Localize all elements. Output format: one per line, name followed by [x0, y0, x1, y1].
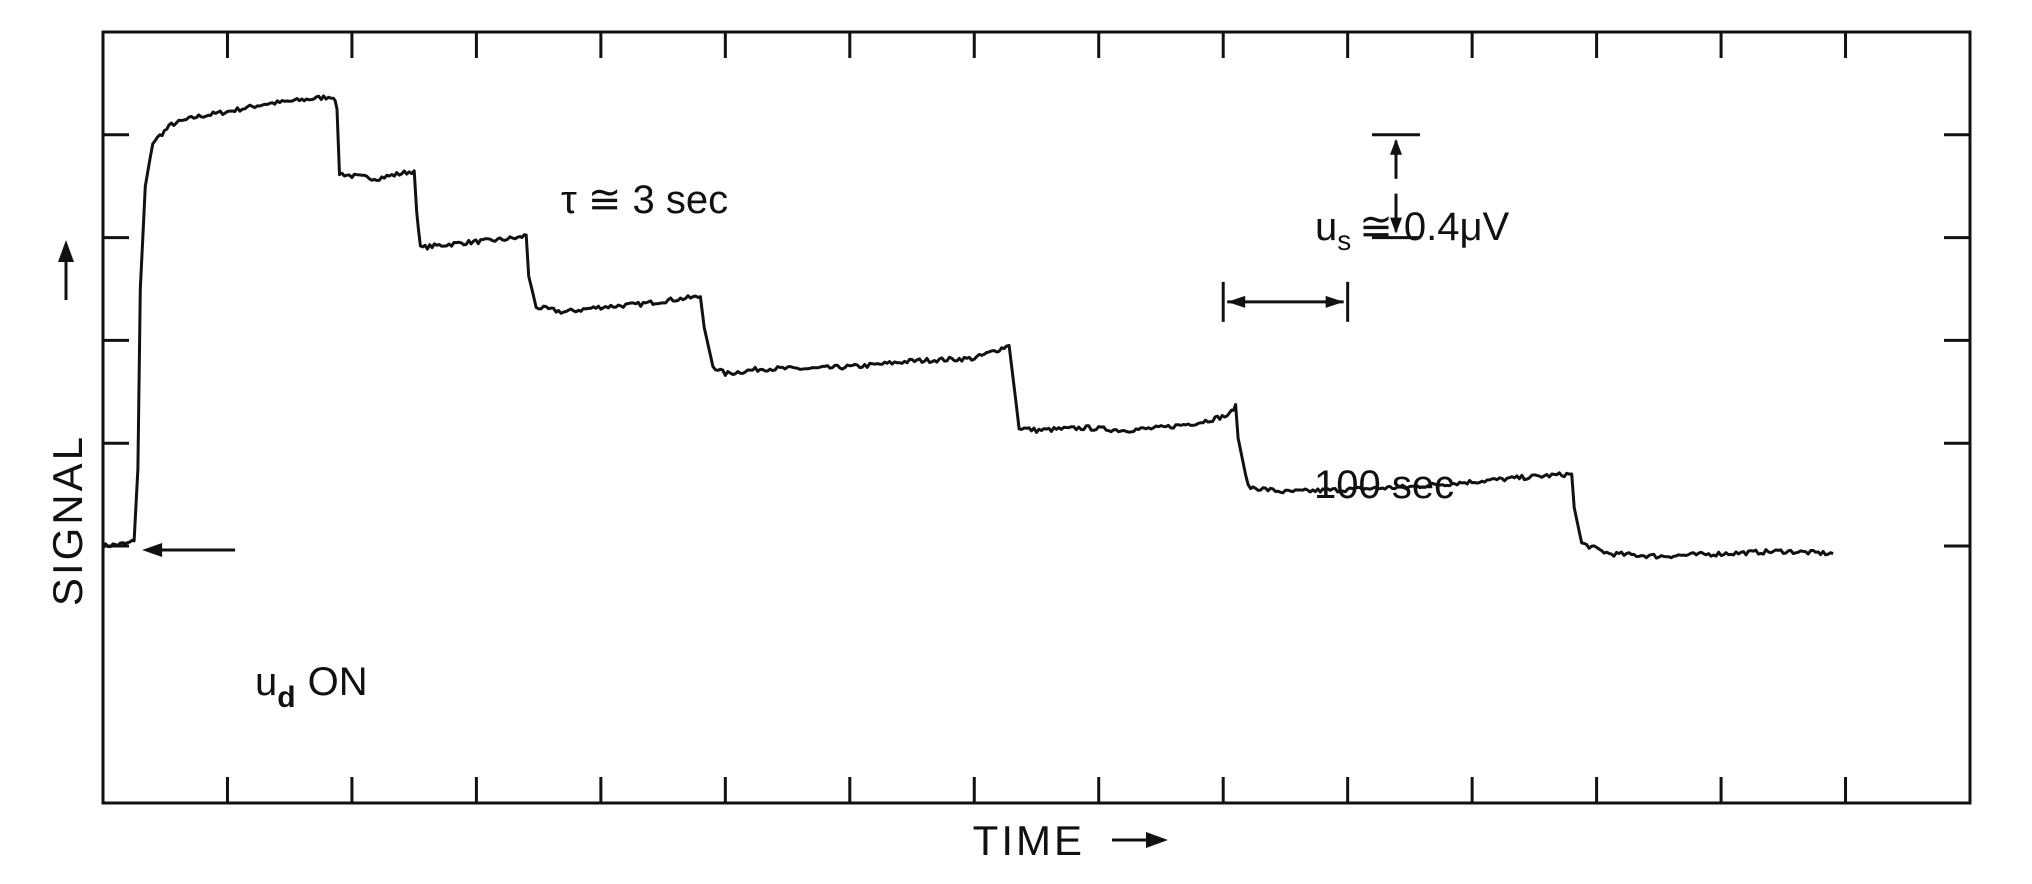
signal-trace: [101, 94, 1834, 560]
time-scale-bar: [1221, 281, 1350, 322]
plot-frame-border: [101, 30, 1972, 805]
event-symbol: u: [255, 660, 277, 704]
time-bar-right-arrow-icon: [1325, 295, 1344, 308]
y-axis-label: SIGNAL: [44, 434, 91, 606]
scale-bar-bottom-arrow-icon: [1390, 217, 1402, 234]
tick-marks: [103, 32, 1970, 803]
event-suffix: ON: [308, 660, 368, 704]
time-constant-label: τ ≅ 3 sec: [561, 178, 728, 222]
y-axis-arrow-icon: [58, 240, 74, 300]
y-arrow-head: [58, 240, 74, 262]
time-scale-label: 100 sec: [1314, 463, 1454, 507]
scale-bar-top-arrow-icon: [1390, 138, 1402, 155]
signal-scale-subscript: s: [1337, 225, 1351, 256]
signal-scale-label: us ≅ 0.4μV: [1315, 205, 1510, 256]
x-axis-arrow-icon: [1112, 832, 1168, 848]
signal-scale-value: ≅ 0.4μV: [1359, 205, 1509, 249]
signal-scale-bar: [1372, 133, 1420, 240]
signal-scale-symbol: u: [1315, 205, 1337, 249]
x-axis-label: TIME: [973, 817, 1085, 864]
time-bar-left-arrow-icon: [1227, 295, 1246, 308]
x-arrow-head: [1146, 832, 1168, 848]
event-subscript: d: [277, 681, 295, 714]
plot-frame: [101, 30, 1972, 805]
event-label: ud ON: [255, 660, 368, 714]
event-arrow-head: [142, 543, 163, 557]
event-arrow-icon: [142, 543, 236, 557]
